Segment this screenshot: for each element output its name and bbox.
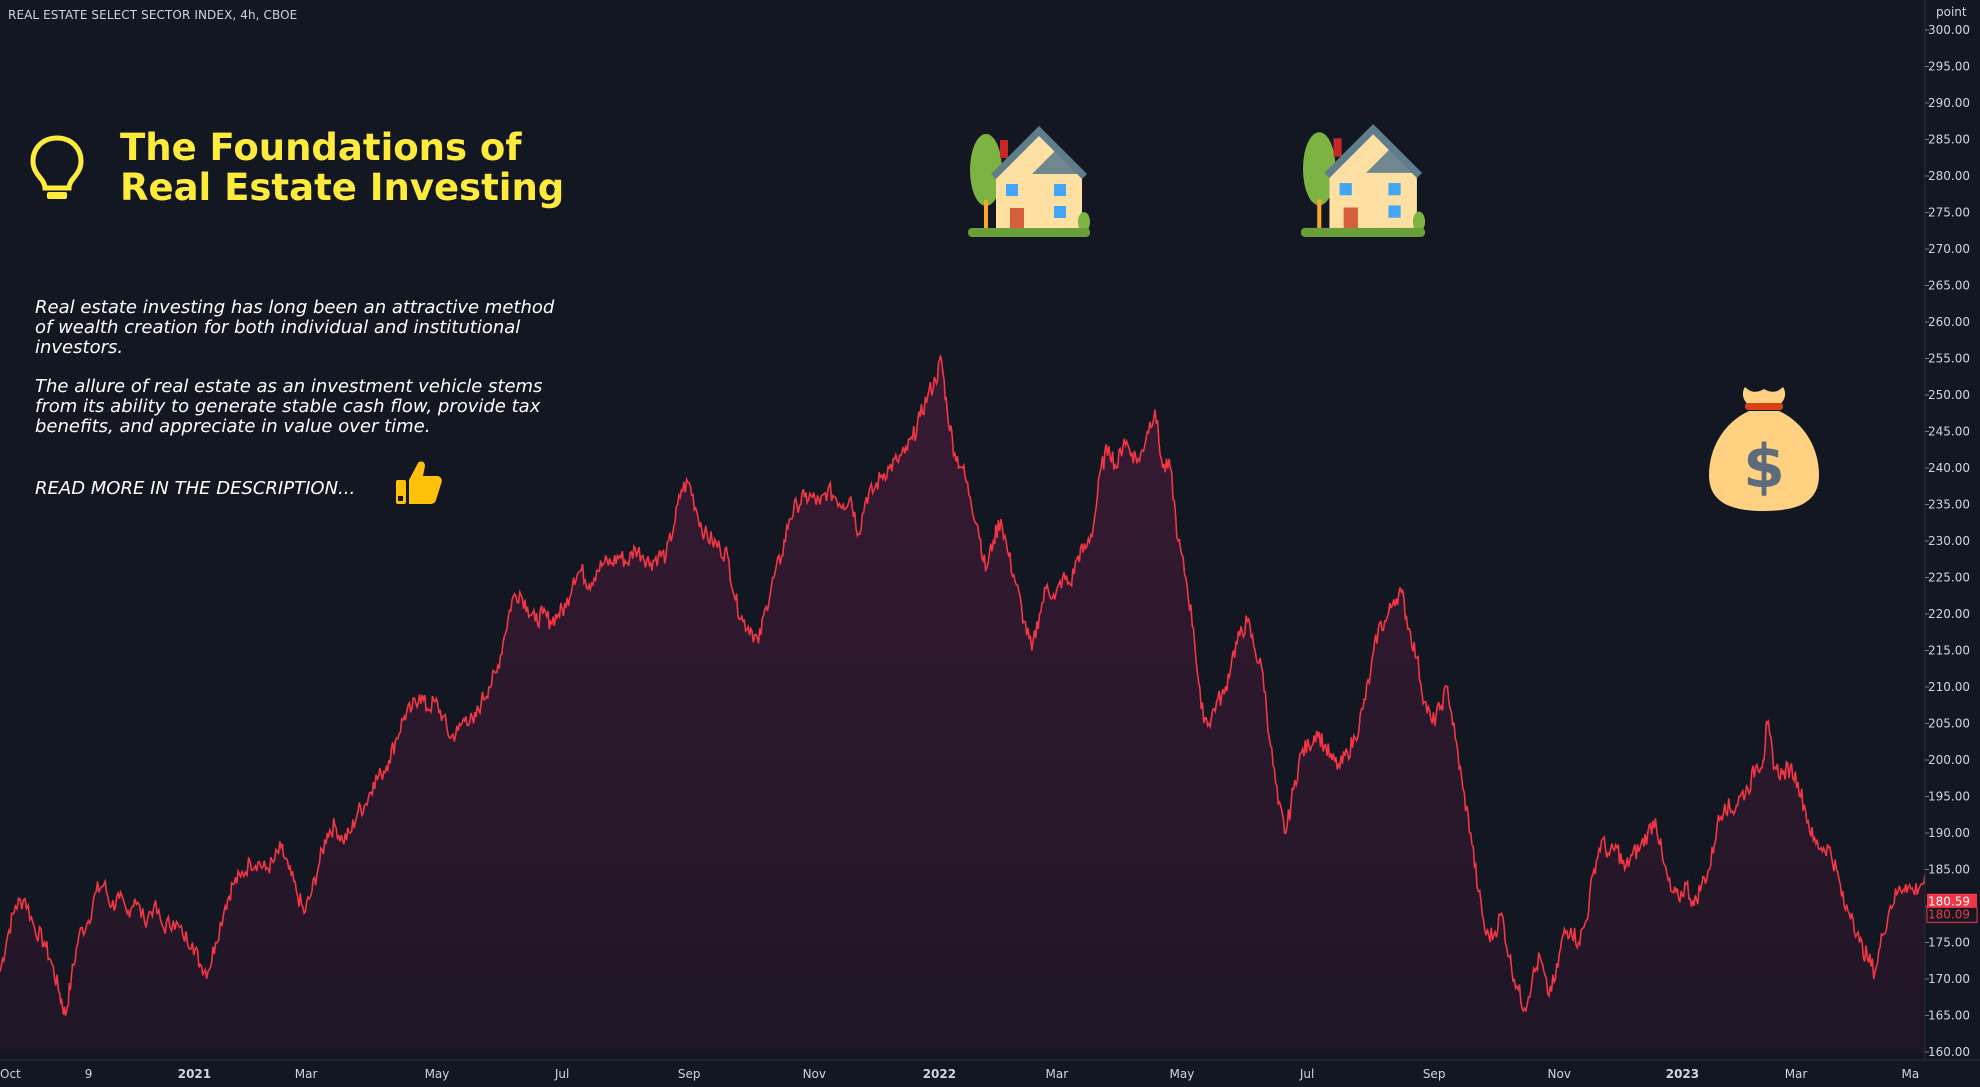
price-area-fill (0, 356, 1925, 1052)
y-tick-label: 200.00 (1928, 753, 1970, 767)
headline: The Foundations of Real Estate Investing (120, 128, 564, 208)
x-tick-label: Mar (1785, 1067, 1808, 1081)
x-tick-label: 2023 (1666, 1067, 1699, 1081)
price-line (0, 354, 1926, 1016)
x-tick-label: Sep (678, 1067, 701, 1081)
x-tick-label: 9 (85, 1067, 93, 1081)
y-tick-label: 265.00 (1928, 279, 1970, 293)
y-tick-label: 280.00 (1928, 169, 1970, 183)
y-tick-label: 275.00 (1928, 206, 1970, 220)
headline-line-2: Real Estate Investing (120, 166, 565, 209)
y-tick-label: 175.00 (1928, 936, 1970, 950)
y-tick-label: 300.00 (1928, 23, 1970, 37)
x-tick-label: 2021 (178, 1067, 211, 1081)
y-tick-label: 295.00 (1928, 60, 1970, 74)
house-icon (1300, 124, 1426, 237)
symbol-title: REAL ESTATE SELECT SECTOR INDEX, 4h, CBO… (8, 8, 298, 22)
x-tick-label: Nov (803, 1067, 826, 1081)
y-tick-label: 260.00 (1928, 315, 1970, 329)
x-tick-label: May (425, 1067, 450, 1081)
y-tick-label: 160.00 (1928, 1045, 1970, 1059)
y-tick-label: 225.00 (1928, 571, 1970, 585)
prev-price-badge (1926, 906, 1978, 923)
paragraph-2: The allure of real estate as an investme… (35, 376, 543, 437)
y-tick-label: 210.00 (1928, 680, 1970, 694)
description-text: Real estate investing has long been an a… (35, 298, 555, 456)
y-tick-label: 240.00 (1928, 461, 1970, 475)
y-tick-label: 245.00 (1928, 425, 1970, 439)
y-tick-label: 170.00 (1928, 972, 1970, 986)
prev-price-label: 180.09 (1928, 907, 1970, 921)
y-tick-label: 230.00 (1928, 534, 1970, 548)
x-tick-label: Jul (554, 1067, 569, 1081)
y-tick-label: 205.00 (1928, 717, 1970, 731)
x-tick-label: Jul (1299, 1067, 1314, 1081)
y-tick-label: 190.00 (1928, 826, 1970, 840)
x-tick-label: Nov (1548, 1067, 1571, 1081)
time-axis-panel[interactable] (0, 1060, 1925, 1087)
y-tick-label: 165.00 (1928, 1009, 1970, 1023)
x-tick-label: Sep (1423, 1067, 1446, 1081)
read-more-link[interactable]: READ MORE IN THE DESCRIPTION... (35, 478, 356, 499)
headline-line-1: The Foundations of (120, 126, 522, 169)
y-tick-label: 290.00 (1928, 96, 1970, 110)
svg-text:$: $ (1743, 432, 1785, 502)
last-price-badge (1927, 893, 1977, 910)
y-tick-label: 220.00 (1928, 607, 1970, 621)
house-icon (968, 126, 1090, 237)
x-tick-label: Ma (1902, 1067, 1920, 1081)
x-tick-label: 2022 (923, 1067, 956, 1081)
x-tick-label: Oct (0, 1067, 21, 1081)
y-tick-label: 250.00 (1928, 388, 1970, 402)
y-tick-label: 255.00 (1928, 352, 1970, 366)
x-tick-label: May (1170, 1067, 1195, 1081)
y-tick-label: 235.00 (1928, 498, 1970, 512)
y-tick-label: 215.00 (1928, 644, 1970, 658)
thumbs-up-icon (396, 461, 442, 504)
paragraph-1: Real estate investing has long been an a… (35, 297, 555, 358)
x-tick-label: Mar (295, 1067, 318, 1081)
money-bag-icon: $ (1709, 387, 1819, 511)
lightbulb-icon (30, 135, 84, 199)
y-tick-label: 270.00 (1928, 242, 1970, 256)
axis-unit-label: point (1936, 5, 1967, 19)
x-tick-label: Mar (1046, 1067, 1069, 1081)
y-tick-label: 285.00 (1928, 133, 1970, 147)
y-tick-label: 195.00 (1928, 790, 1970, 804)
y-tick-label: 185.00 (1928, 863, 1970, 877)
last-price-label: 180.59 (1928, 895, 1970, 909)
